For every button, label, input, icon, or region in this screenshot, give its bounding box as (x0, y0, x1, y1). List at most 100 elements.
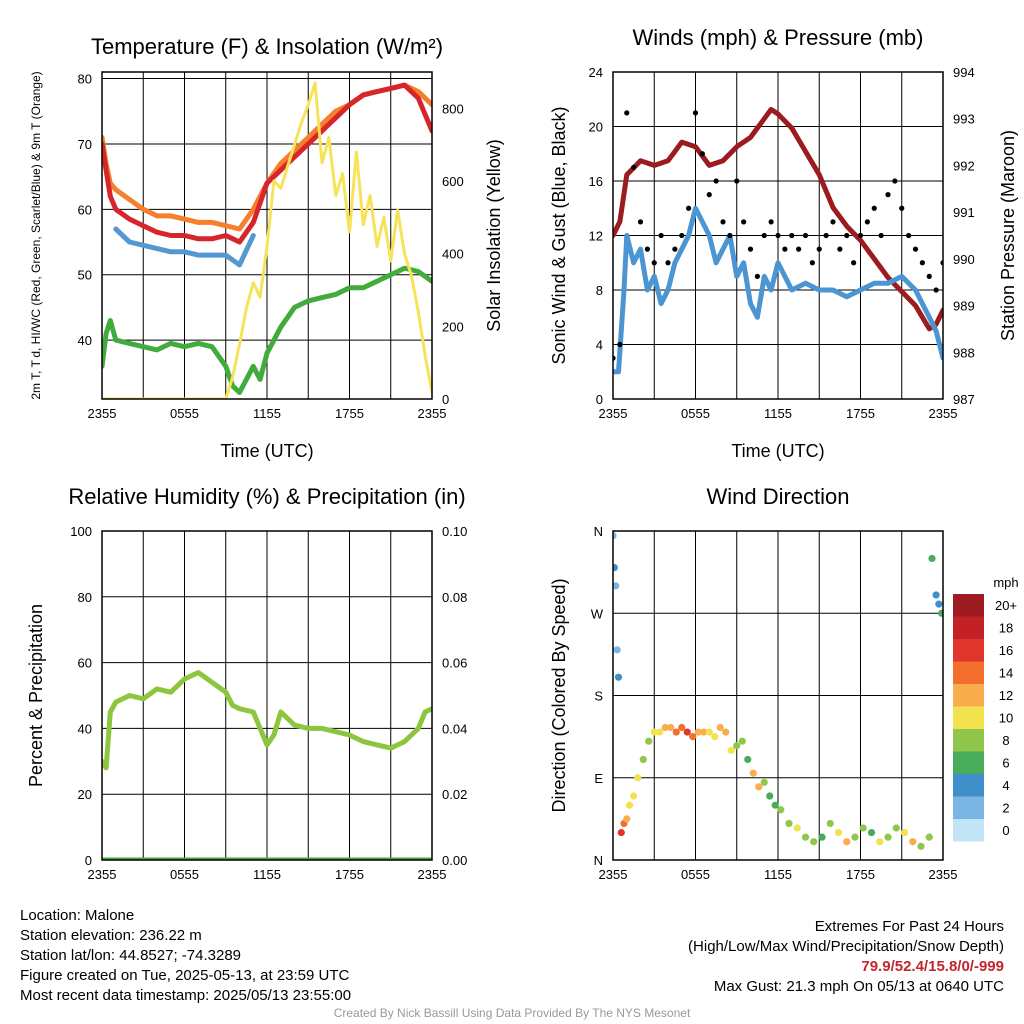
gust-point (892, 178, 898, 184)
plot-area (613, 531, 943, 850)
gust-point (837, 246, 843, 252)
direction-point (678, 723, 686, 732)
x-tick-label: 2355 (88, 406, 117, 421)
gust-point (761, 232, 767, 239)
y-tick-label-left: W (591, 606, 604, 621)
extremes-values: 79.9/52.4/15.8/0/-999 (861, 958, 1004, 975)
legend-swatch (953, 639, 984, 662)
y-tick-label-left: 70 (78, 137, 92, 152)
direction-point (716, 723, 724, 732)
y-tick-label-left: N (594, 524, 603, 539)
y-tick-label-right: 990 (953, 252, 975, 267)
gust-point (720, 219, 726, 225)
extremes-description: (High/Low/Max Wind/Precipitation/Snow De… (688, 938, 1004, 955)
x-tick-label: 2355 (418, 867, 447, 882)
legend-swatch (953, 616, 984, 639)
gust-point (624, 110, 630, 116)
gust-point (864, 219, 870, 225)
gust-point (830, 219, 836, 225)
legend-swatch (953, 729, 984, 752)
y-tick-label-left: 4 (596, 338, 603, 353)
x-tick-label: 1755 (846, 406, 875, 421)
direction-point (614, 673, 623, 681)
direction-point (876, 838, 884, 846)
location-text: Location: Malone (20, 907, 135, 924)
series-temp_2m (102, 82, 432, 245)
legend-swatch (953, 774, 984, 797)
y-tick-label-left: S (594, 689, 603, 704)
direction-point (928, 554, 936, 563)
legend-label: 2 (1002, 801, 1009, 816)
gust-point (727, 232, 733, 239)
x-tick-label: 2355 (599, 406, 628, 421)
gust-point (871, 205, 877, 211)
gust-point (809, 260, 815, 266)
legend-swatch (953, 706, 984, 729)
x-axis-label: Time (UTC) (220, 441, 313, 461)
y-axis-label-left: Sonic Wind & Gust (Blue, Black) (549, 106, 569, 364)
legend-label: 8 (1002, 733, 1009, 748)
direction-point (617, 828, 625, 837)
direction-point (771, 801, 779, 809)
gust-point (651, 260, 657, 266)
y-tick-label-right: 987 (953, 392, 975, 407)
gust-point (912, 246, 919, 252)
x-tick-label: 0555 (681, 406, 710, 421)
gust-point (768, 219, 774, 225)
direction-point (843, 838, 851, 846)
x-tick-label: 1155 (253, 406, 281, 421)
y-axis-label-left: 2m T, T d, HI/WC (Red, Green, Scarlet/Bl… (29, 71, 43, 399)
x-tick-label: 0555 (681, 867, 710, 882)
y-tick-label-left: 8 (596, 283, 603, 298)
y-tick-label-left: 40 (78, 721, 92, 736)
y-tick-label-left: N (594, 853, 603, 868)
x-tick-label: 1755 (335, 867, 364, 882)
direction-point (851, 833, 859, 841)
recent-data-text: Most recent data timestamp: 2025/05/13 2… (20, 987, 352, 1004)
y-tick-label-left: 12 (589, 229, 603, 244)
gust-point (672, 246, 678, 252)
gust-point (851, 260, 857, 266)
direction-point (935, 600, 943, 608)
credit-text: Created By Nick Bassill Using Data Provi… (333, 1006, 691, 1020)
direction-point (694, 728, 702, 736)
gust-point (933, 287, 939, 293)
y-tick-label-left: E (594, 771, 603, 786)
direction-point (925, 833, 933, 841)
direction-point (700, 728, 708, 736)
direction-point (818, 833, 826, 841)
gust-point (754, 273, 760, 279)
direction-point (613, 563, 618, 572)
y-tick-label-right: 0.10 (442, 524, 467, 539)
direction-point (689, 733, 697, 741)
direction-point (760, 778, 768, 786)
x-tick-label: 0555 (170, 406, 199, 421)
legend-label: 18 (999, 621, 1013, 636)
series-rh (102, 670, 432, 771)
direction-point (639, 755, 647, 764)
plot-frame (612, 71, 944, 400)
plot-area (102, 81, 432, 399)
gust-point (775, 232, 781, 239)
gust-point (665, 260, 671, 266)
panel-winds: Winds (mph) & Pressure (mb) 2355 0555 1155 1… (549, 25, 1018, 461)
y-tick-label-left: 24 (589, 65, 603, 80)
gust-point (926, 273, 932, 279)
direction-point (667, 723, 675, 732)
direction-point (661, 723, 669, 732)
y-tick-label-left: 40 (78, 333, 92, 348)
x-tick-label: 2355 (418, 406, 447, 421)
y-tick-label-right: 994 (953, 65, 975, 80)
created-text: Figure created on Tue, 2025-05-13, at 23… (20, 967, 350, 984)
gust-point (734, 178, 740, 184)
series-heat_index_wind_chill (113, 226, 256, 268)
gust-point (699, 151, 705, 157)
legend-swatch (953, 819, 984, 842)
y-tick-label-left: 100 (70, 524, 92, 539)
series-dewpoint (102, 265, 432, 395)
direction-point (938, 609, 943, 617)
y-tick-label-right: 200 (442, 319, 464, 334)
speed-legend: mph 20+ 18 16 14 12 10 8 6 4 2 0 (953, 575, 1019, 842)
